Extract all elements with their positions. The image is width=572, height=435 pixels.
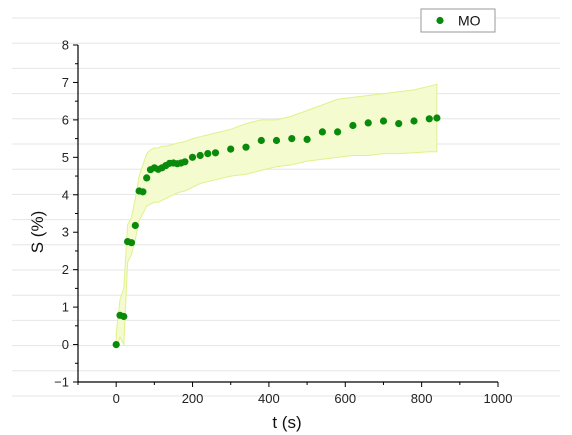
y-tick-label: 7 bbox=[62, 75, 69, 90]
grid-lines bbox=[12, 17, 560, 397]
data-point bbox=[242, 143, 250, 151]
y-tick-label: 1 bbox=[62, 300, 69, 315]
data-point bbox=[303, 135, 311, 143]
y-tick-label: 8 bbox=[62, 38, 69, 53]
data-point bbox=[364, 119, 372, 127]
x-tick-label: 200 bbox=[182, 391, 204, 406]
y-tick-label: 2 bbox=[62, 262, 69, 277]
y-axis-title: S (%) bbox=[28, 211, 47, 254]
x-tick-label: 800 bbox=[411, 391, 433, 406]
data-point bbox=[379, 117, 388, 125]
data-point bbox=[334, 128, 342, 136]
legend-box bbox=[420, 8, 496, 33]
data-point bbox=[120, 312, 128, 321]
data-point bbox=[139, 188, 147, 196]
data-point bbox=[181, 158, 189, 166]
data-point bbox=[272, 136, 281, 145]
data-point bbox=[211, 149, 220, 157]
data-point bbox=[410, 117, 418, 125]
x-axis-title: t (s) bbox=[272, 413, 301, 432]
legend-marker bbox=[436, 16, 444, 25]
x-tick-label: 0 bbox=[113, 391, 120, 406]
y-tick-label: 6 bbox=[62, 112, 69, 127]
data-point bbox=[425, 115, 433, 123]
data-point bbox=[131, 221, 139, 230]
legend: MO bbox=[420, 8, 496, 33]
data-point bbox=[112, 341, 120, 349]
data-point bbox=[188, 153, 197, 161]
axes bbox=[73, 44, 499, 387]
y-tick-label: −1 bbox=[54, 375, 69, 390]
data-point bbox=[318, 128, 326, 136]
data-point bbox=[196, 151, 204, 160]
data-points bbox=[112, 114, 441, 349]
legend-label-mo: MO bbox=[458, 13, 481, 29]
data-point bbox=[349, 121, 357, 130]
data-point bbox=[143, 174, 151, 182]
data-point bbox=[433, 114, 441, 122]
tick-labels: −1 0 1 2 3 4 5 6 7 8 0 200 400 600 800 1000 bbox=[54, 38, 512, 407]
x-tick-label: 1000 bbox=[484, 391, 513, 406]
y-tick-label: 0 bbox=[62, 337, 69, 352]
data-point bbox=[227, 145, 235, 153]
y-tick-label: 5 bbox=[62, 150, 69, 165]
data-point bbox=[127, 239, 136, 247]
data-point bbox=[395, 120, 403, 128]
y-tick-label: 3 bbox=[62, 225, 69, 240]
data-point bbox=[257, 136, 265, 145]
y-tick-label: 4 bbox=[62, 187, 69, 202]
x-tick-label: 600 bbox=[334, 391, 356, 406]
band-area bbox=[115, 83, 438, 349]
data-point bbox=[288, 135, 296, 143]
x-tick-label: 400 bbox=[258, 391, 280, 406]
data-point bbox=[204, 150, 212, 158]
confidence-band bbox=[115, 83, 438, 349]
